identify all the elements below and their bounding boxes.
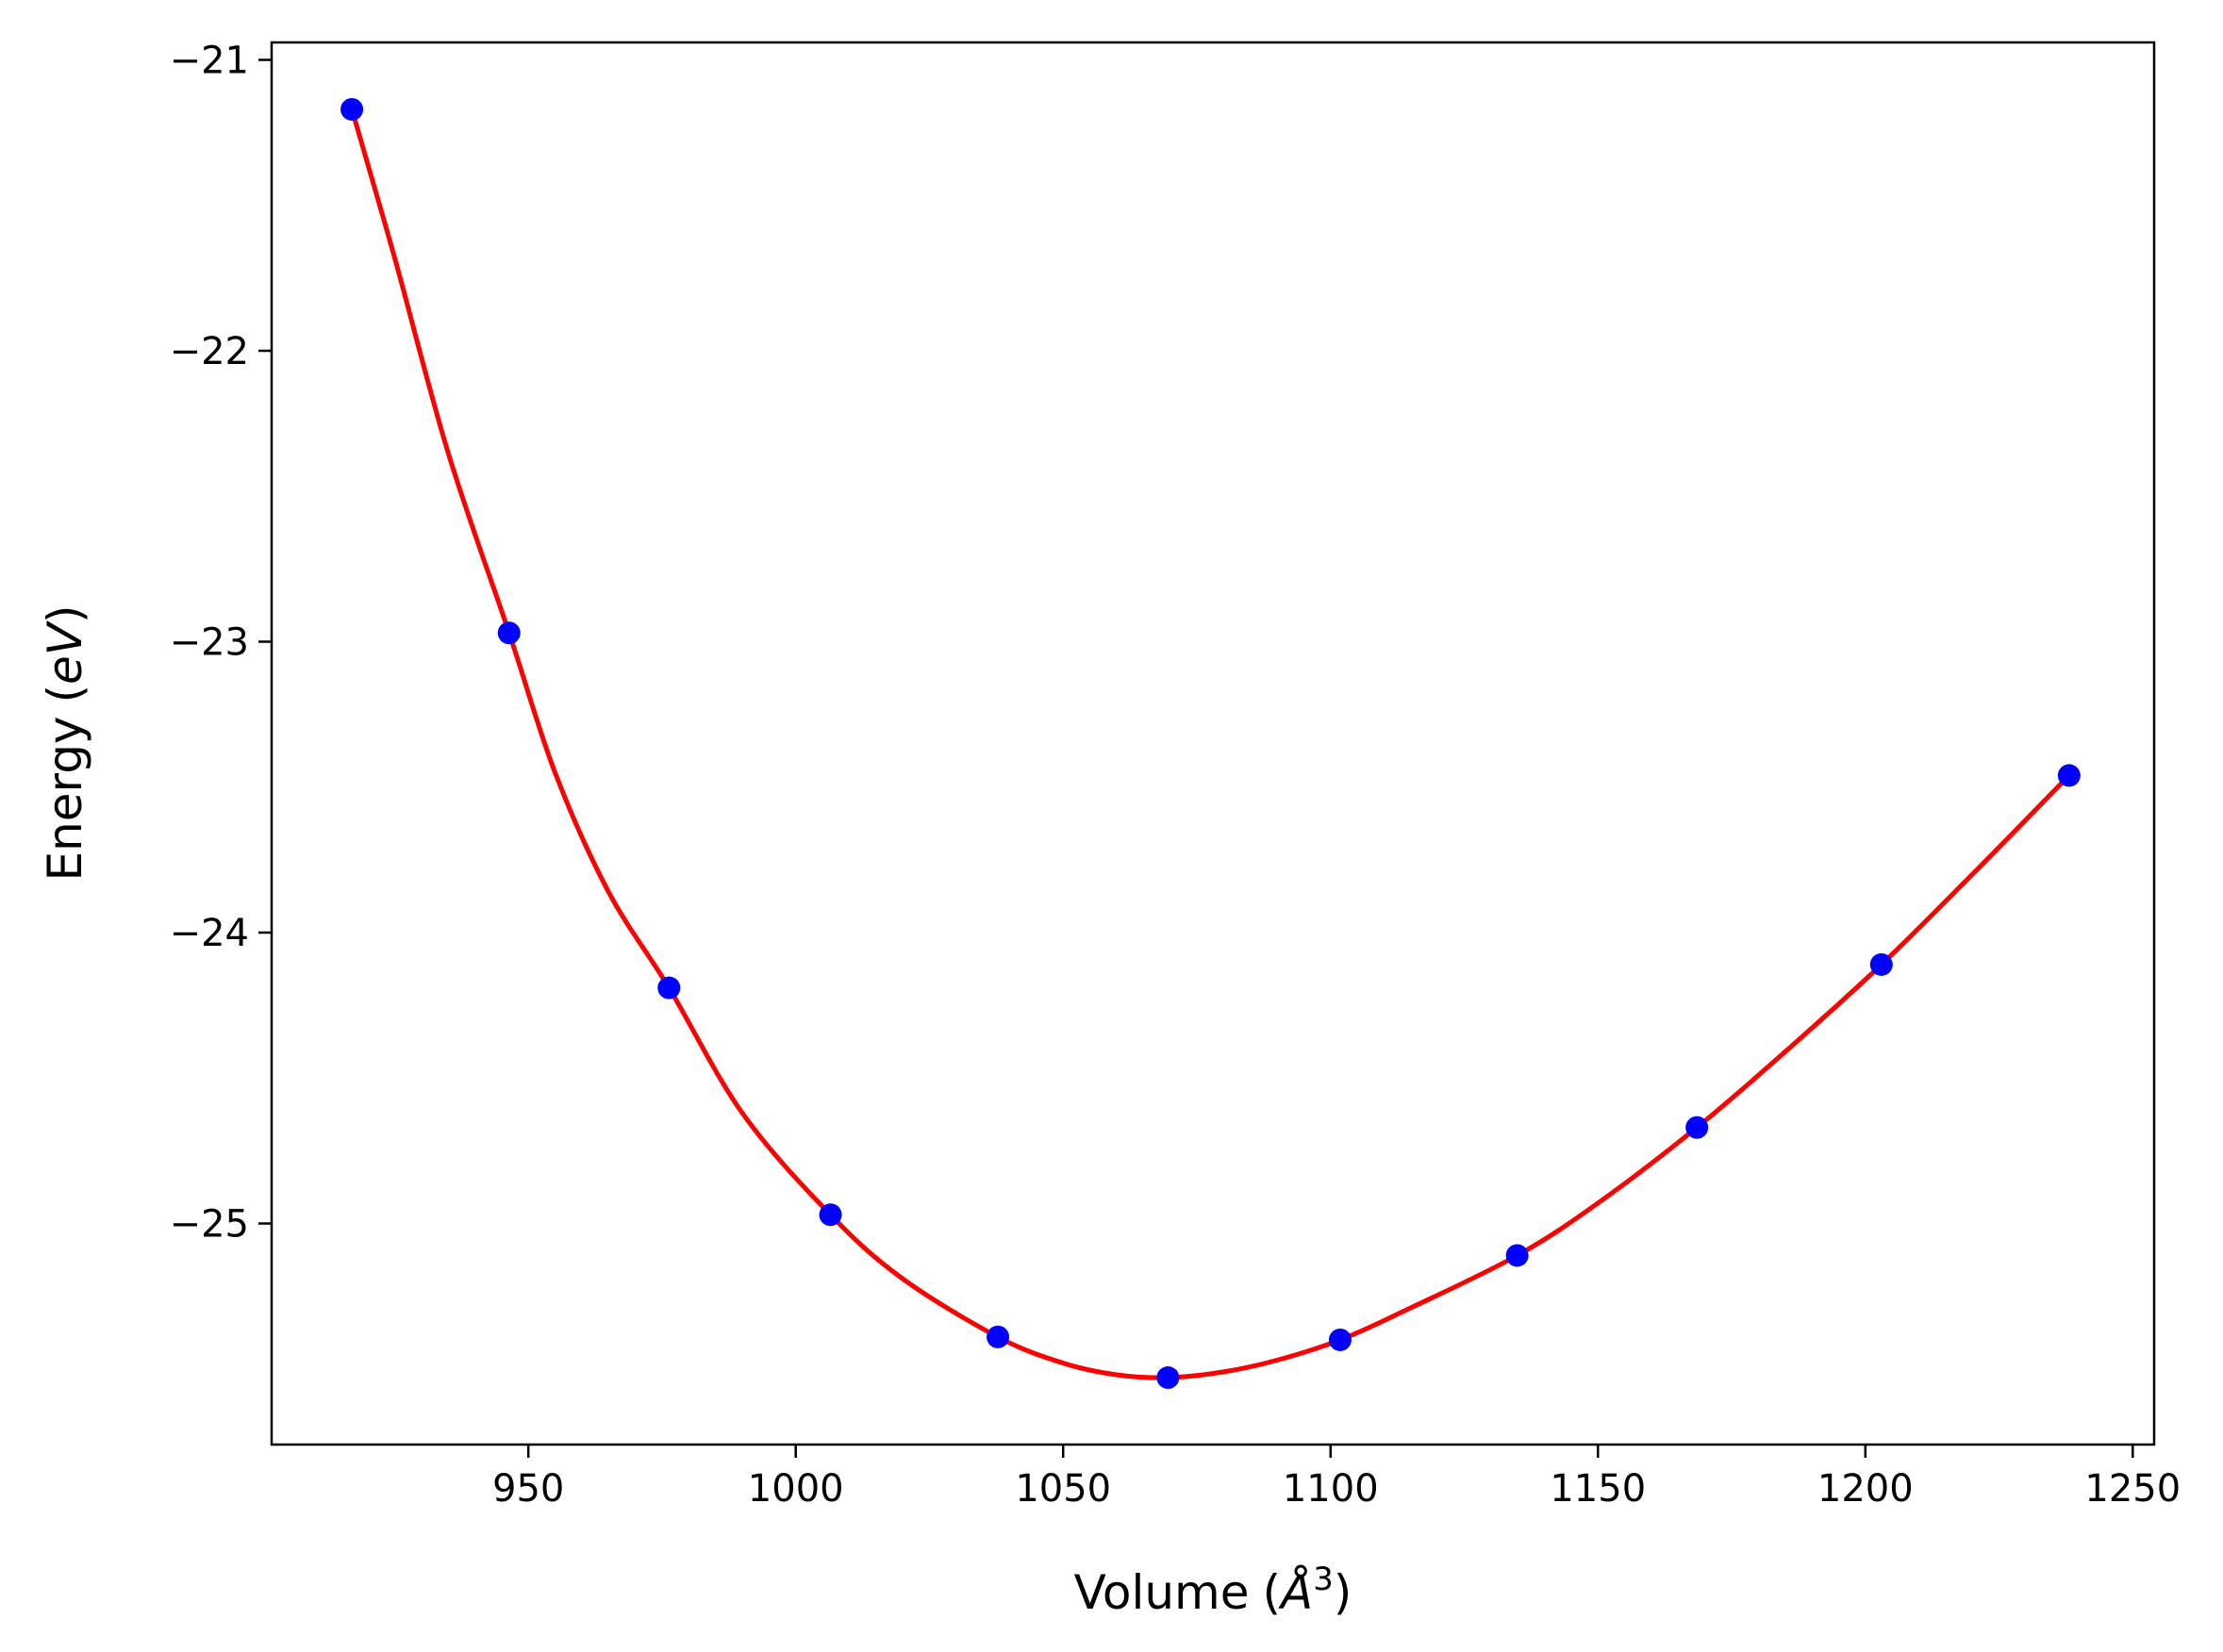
y-tick-label: −24 xyxy=(170,912,249,955)
data-point xyxy=(1685,1115,1709,1139)
fit-curve-line xyxy=(349,107,2072,1380)
x-tick-label: 1200 xyxy=(1817,1467,1914,1511)
data-point xyxy=(2057,764,2081,787)
data-point xyxy=(340,97,364,121)
x-axis-unit-prefix: ( xyxy=(1263,1565,1282,1620)
x-tick-label: 1000 xyxy=(748,1467,844,1511)
y-axis-label: Energy xyxy=(38,716,92,881)
y-tick-label: −25 xyxy=(170,1203,249,1247)
x-tick-label: 1250 xyxy=(2084,1467,2181,1511)
y-axis-unit-symbol: eV xyxy=(38,620,92,685)
data-point xyxy=(1505,1244,1529,1267)
y-axis-unit-suffix: ) xyxy=(38,604,92,623)
data-point xyxy=(1328,1328,1352,1351)
x-tick-label: 950 xyxy=(492,1467,564,1511)
data-point xyxy=(1869,952,1893,976)
x-tick-label: 1100 xyxy=(1283,1467,1379,1511)
data-point xyxy=(497,621,521,645)
y-tick-label: −21 xyxy=(170,40,249,83)
y-axis-unit-prefix: ( xyxy=(38,685,92,703)
x-axis-unit-exponent: 3 xyxy=(1313,1561,1334,1598)
data-points xyxy=(340,97,2081,1390)
y-axis-title: Energy (eV) xyxy=(38,604,92,881)
y-tick-label: −23 xyxy=(170,621,249,665)
x-axis-unit-suffix: ) xyxy=(1334,1565,1352,1620)
y-axis-ticks: −21 −22 −23 −24 −25 xyxy=(170,40,272,1247)
x-axis-ticks: 950 1000 1050 1100 1150 1200 1250 xyxy=(492,1445,2181,1511)
x-tick-label: 1150 xyxy=(1550,1467,1646,1511)
y-tick-label: −22 xyxy=(170,330,249,373)
data-point xyxy=(987,1325,1010,1348)
plot-area-frame xyxy=(270,41,2156,1446)
x-tick-label: 1050 xyxy=(1015,1467,1111,1511)
x-axis-title: Volume (Å3) xyxy=(1074,1561,1352,1620)
x-axis-label: Volume xyxy=(1074,1565,1250,1620)
data-point xyxy=(657,976,681,999)
data-point xyxy=(1156,1366,1180,1390)
x-axis-unit-symbol: Å xyxy=(1278,1565,1313,1620)
data-point xyxy=(819,1203,842,1227)
